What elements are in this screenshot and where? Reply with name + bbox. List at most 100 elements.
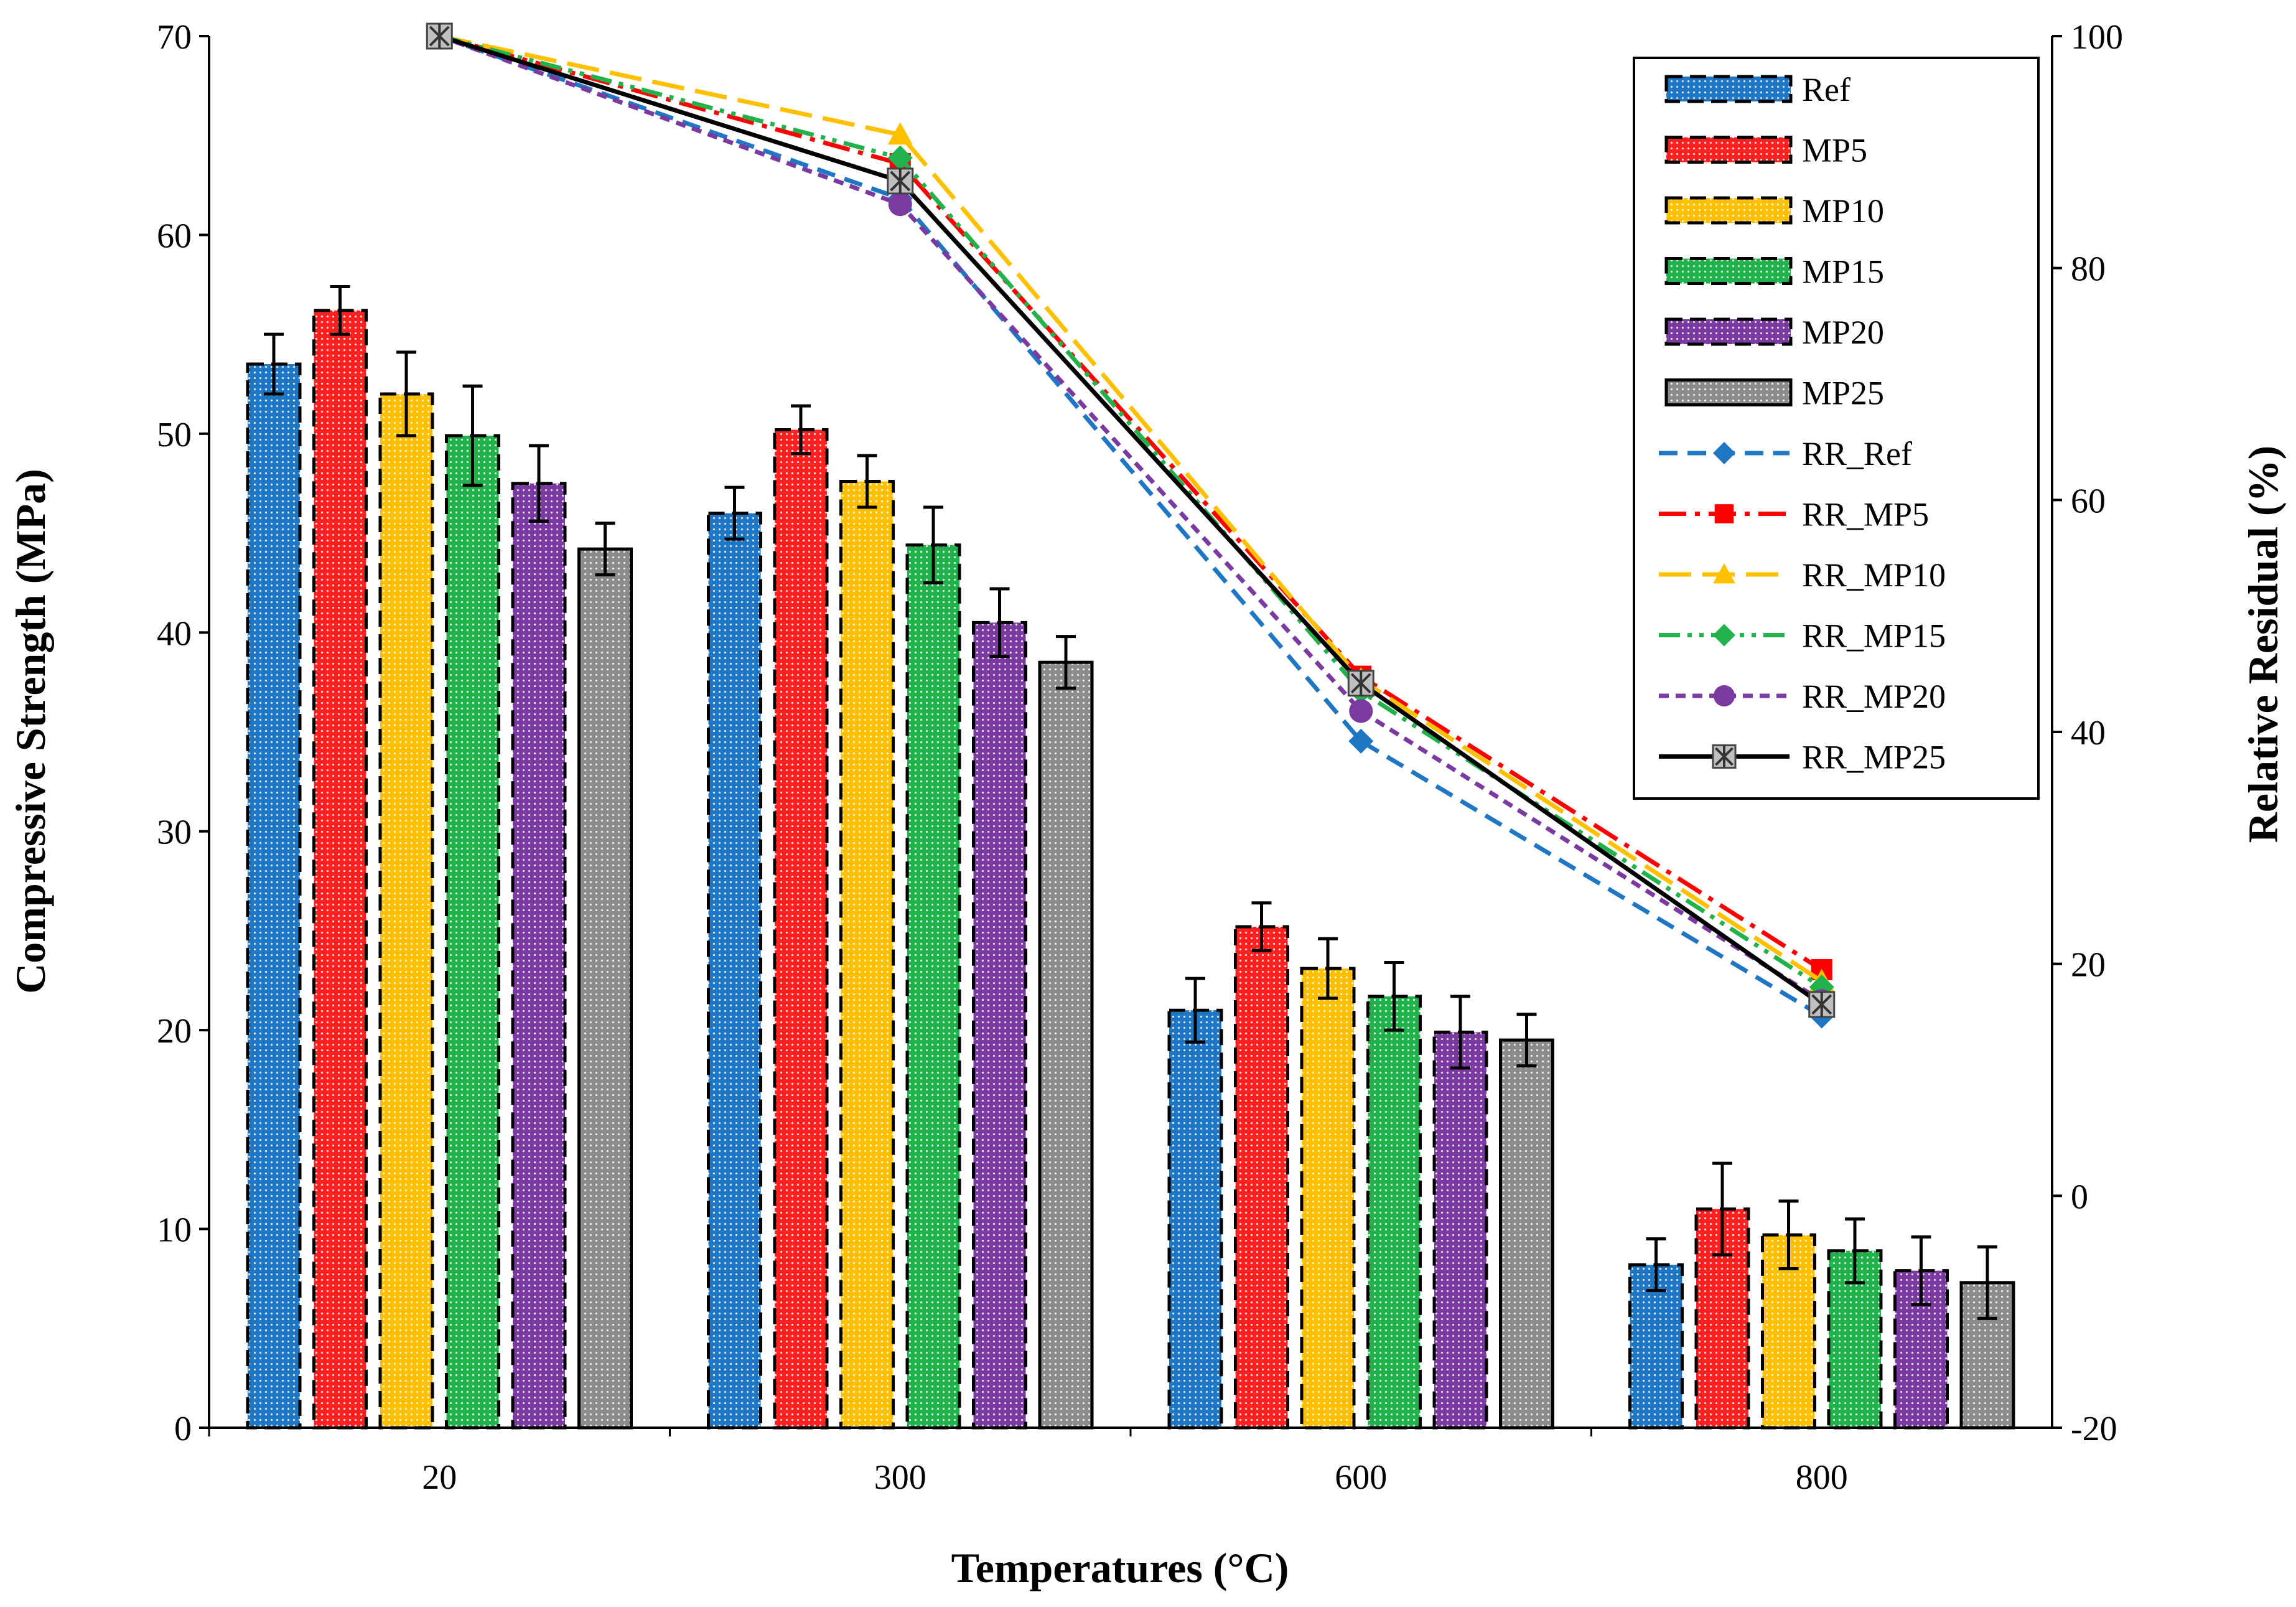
- y-tick-label-right: -20: [2071, 1410, 2117, 1448]
- bar-texture: [973, 622, 1026, 1428]
- legend-label: RR_MP20: [1802, 678, 1946, 715]
- y-tick-label-right: 80: [2071, 250, 2106, 289]
- legend-label: MP25: [1802, 375, 1884, 412]
- legend-swatch-texture: [1666, 380, 1791, 405]
- legend-swatch-outline: [1664, 257, 1793, 285]
- y-tick-label-right: 40: [2071, 714, 2106, 752]
- bar-group: [1628, 1237, 1684, 1430]
- bar-group: [246, 332, 302, 1430]
- y-tick-label-left: 60: [157, 217, 192, 255]
- legend-item: Ref: [1664, 71, 1850, 108]
- bar-texture: [513, 483, 565, 1428]
- legend-swatch-texture: [1666, 77, 1791, 101]
- bar-group: [577, 522, 633, 1430]
- legend-swatch-outline: [1664, 317, 1793, 346]
- y-tick-label-right: 60: [2071, 482, 2106, 520]
- bar-texture: [446, 436, 499, 1428]
- series-line: [439, 34, 1823, 1018]
- legend-label: RR_MP5: [1802, 496, 1929, 533]
- line-marker-circle: [1349, 699, 1373, 723]
- y-tick-label-right: 0: [2071, 1178, 2088, 1216]
- series-line: [439, 34, 1823, 989]
- legend-item: MP10: [1664, 192, 1884, 230]
- line-marker-triangle: [887, 122, 913, 145]
- y-tick-label-left: 0: [174, 1410, 192, 1448]
- axes: 0 10 20 30 40 50 60 70 -20 0 20 40 60 80 100 20 300 600 80…: [157, 18, 2123, 1497]
- legend-swatch-outline: [1664, 196, 1793, 225]
- legend-item: MP5: [1664, 132, 1867, 169]
- y-tick-label-left: 10: [157, 1211, 192, 1250]
- bar-texture: [841, 481, 894, 1428]
- y-tick-label-left: 30: [157, 813, 192, 852]
- legend-swatch-outline: [1664, 378, 1793, 406]
- bar-group: [1694, 1161, 1750, 1430]
- bar-group: [378, 350, 434, 1430]
- legend-item: RR_MP25: [1659, 739, 1946, 776]
- bar-group: [972, 587, 1027, 1430]
- series-line: [439, 34, 1823, 983]
- bar-group: [839, 454, 895, 1430]
- bar-texture: [1302, 968, 1354, 1428]
- bar-texture: [314, 310, 366, 1428]
- line-marker-triangle: [1713, 563, 1735, 584]
- bar-group: [1038, 635, 1094, 1430]
- legend-item: RR_MP10: [1659, 556, 1946, 594]
- line-marker-diamond: [1713, 442, 1735, 464]
- legend-swatch-texture: [1666, 258, 1791, 284]
- line-marker-circle: [1713, 685, 1735, 707]
- line-series: [426, 22, 1836, 1018]
- legend-label: RR_MP25: [1802, 739, 1946, 776]
- bar-group: [511, 444, 567, 1430]
- legend-item: RR_Ref: [1659, 435, 1912, 472]
- y-axis-title-left: Compressive Strength (MPa): [7, 469, 54, 994]
- bar-group: [1827, 1217, 1883, 1430]
- bar-group: [1761, 1199, 1816, 1430]
- bar-texture: [907, 545, 959, 1428]
- bar-texture: [380, 393, 432, 1428]
- y-tick-label-left: 50: [157, 416, 192, 454]
- legend-item: MP20: [1664, 314, 1884, 351]
- legend-swatch-texture: [1666, 319, 1791, 344]
- bar-texture: [708, 513, 761, 1428]
- bar-group: [1893, 1235, 1949, 1430]
- x-tick-label: 300: [874, 1458, 926, 1497]
- bar-texture: [1169, 1010, 1221, 1428]
- line-marker-star-cross: [1350, 670, 1371, 696]
- bar-texture: [1368, 996, 1421, 1428]
- legend-box: [1633, 57, 2040, 800]
- legend-label: RR_Ref: [1802, 435, 1912, 472]
- bar-texture: [1235, 927, 1288, 1428]
- legend-swatch-texture: [1666, 137, 1791, 162]
- bar-group: [707, 485, 762, 1430]
- legend-swatch-texture: [1666, 198, 1791, 223]
- line-marker-star-cross: [1811, 991, 1832, 1017]
- legend-label: RR_MP10: [1802, 556, 1946, 594]
- line-marker-diamond: [1348, 728, 1374, 754]
- bar-texture: [248, 364, 300, 1428]
- plot-area: [246, 22, 2015, 1430]
- legend-label: MP20: [1802, 314, 1884, 351]
- y-tick-label-left: 20: [157, 1012, 192, 1051]
- bar-group: [312, 284, 368, 1430]
- legend-swatch-outline: [1664, 136, 1793, 164]
- bar-texture: [775, 429, 827, 1428]
- bar-group: [773, 404, 829, 1430]
- legend-label: MP5: [1802, 132, 1867, 169]
- legend-swatch-outline: [1664, 75, 1793, 103]
- legend-label: MP10: [1802, 192, 1884, 230]
- series-line: [439, 34, 1823, 1003]
- line-marker-star-cross: [429, 24, 450, 49]
- y-tick-label-right: 20: [2071, 946, 2106, 985]
- legend-label: RR_MP15: [1802, 617, 1946, 655]
- line-marker-diamond: [887, 145, 913, 171]
- line-marker-circle: [888, 192, 912, 217]
- legend-item: RR_MP20: [1659, 678, 1946, 715]
- bar-group: [1959, 1245, 2015, 1430]
- line-marker-star-cross: [890, 168, 911, 194]
- legend-item: RR_MP15: [1659, 617, 1946, 655]
- y-tick-label-left: 40: [157, 614, 192, 653]
- series-line: [439, 34, 1823, 972]
- x-tick-label: 20: [422, 1458, 457, 1497]
- y-tick-label-right: 100: [2071, 18, 2123, 57]
